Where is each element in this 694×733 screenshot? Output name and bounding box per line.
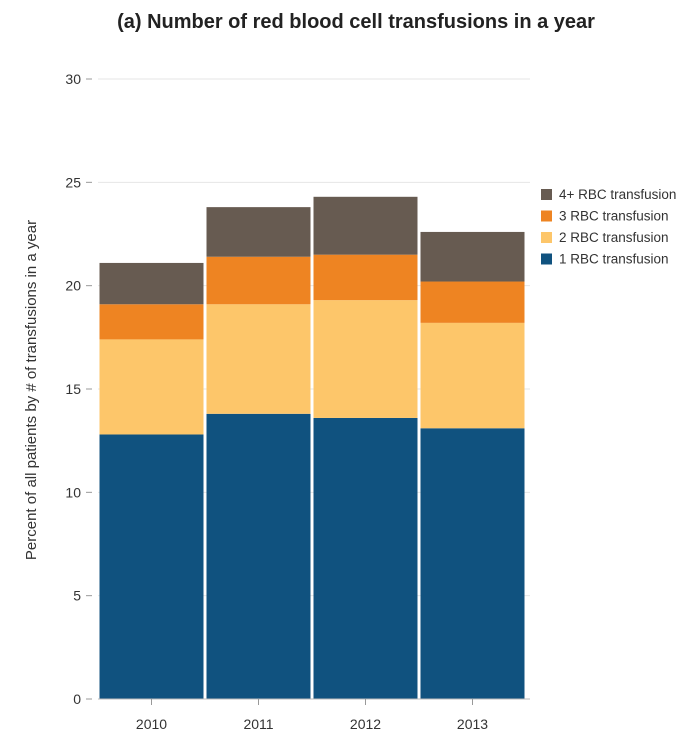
bar-segment bbox=[313, 417, 418, 699]
bar-segment bbox=[313, 196, 418, 255]
x-tick-label: 2011 bbox=[243, 716, 273, 732]
bar-segment bbox=[206, 256, 311, 305]
bar-segment bbox=[206, 207, 311, 257]
bars bbox=[99, 196, 525, 699]
legend-swatch bbox=[541, 189, 552, 200]
bar-segment bbox=[313, 300, 418, 418]
y-axis-label: Percent of all patients by # of transfus… bbox=[23, 220, 40, 560]
x-tick-label: 2010 bbox=[136, 716, 167, 732]
bar-segment bbox=[313, 254, 418, 301]
bar-segment bbox=[206, 413, 311, 699]
legend-label: 3 RBC transfusion bbox=[559, 209, 669, 224]
y-tick-label: 0 bbox=[73, 691, 81, 707]
chart-title: (a) Number of red blood cell transfusion… bbox=[117, 11, 595, 33]
x-tick-label: 2012 bbox=[350, 716, 381, 732]
bar-segment bbox=[99, 339, 204, 435]
legend-label: 2 RBC transfusion bbox=[559, 230, 669, 245]
bar-segment bbox=[420, 281, 525, 323]
y-tick-label: 15 bbox=[65, 381, 81, 397]
bar-segment bbox=[99, 304, 204, 340]
y-tick-label: 5 bbox=[73, 588, 81, 604]
legend: 4+ RBC transfusion 3 RBC transfusion 2 RBC… bbox=[541, 187, 676, 267]
bar-segment bbox=[420, 231, 525, 282]
bar-segment bbox=[206, 304, 311, 414]
y-tick-label: 30 bbox=[65, 71, 81, 87]
legend-swatch bbox=[541, 253, 552, 265]
legend-label: 1 RBC transfusion bbox=[559, 252, 669, 267]
legend-label: 4+ RBC transfusion bbox=[559, 187, 676, 202]
bar-segment bbox=[420, 428, 525, 699]
bar-segment bbox=[420, 322, 525, 429]
axes: 0 5 10 15 20 25 30 2010 2011 2012 2013 bbox=[65, 71, 530, 732]
y-tick-label: 10 bbox=[65, 484, 81, 500]
legend-swatch bbox=[541, 210, 552, 222]
y-tick-label: 20 bbox=[65, 278, 81, 294]
x-tick-label: 2013 bbox=[457, 716, 488, 732]
y-tick-label: 25 bbox=[65, 174, 81, 190]
legend-swatch bbox=[541, 232, 552, 243]
bar-segment bbox=[99, 262, 204, 305]
bar-segment bbox=[99, 434, 204, 699]
